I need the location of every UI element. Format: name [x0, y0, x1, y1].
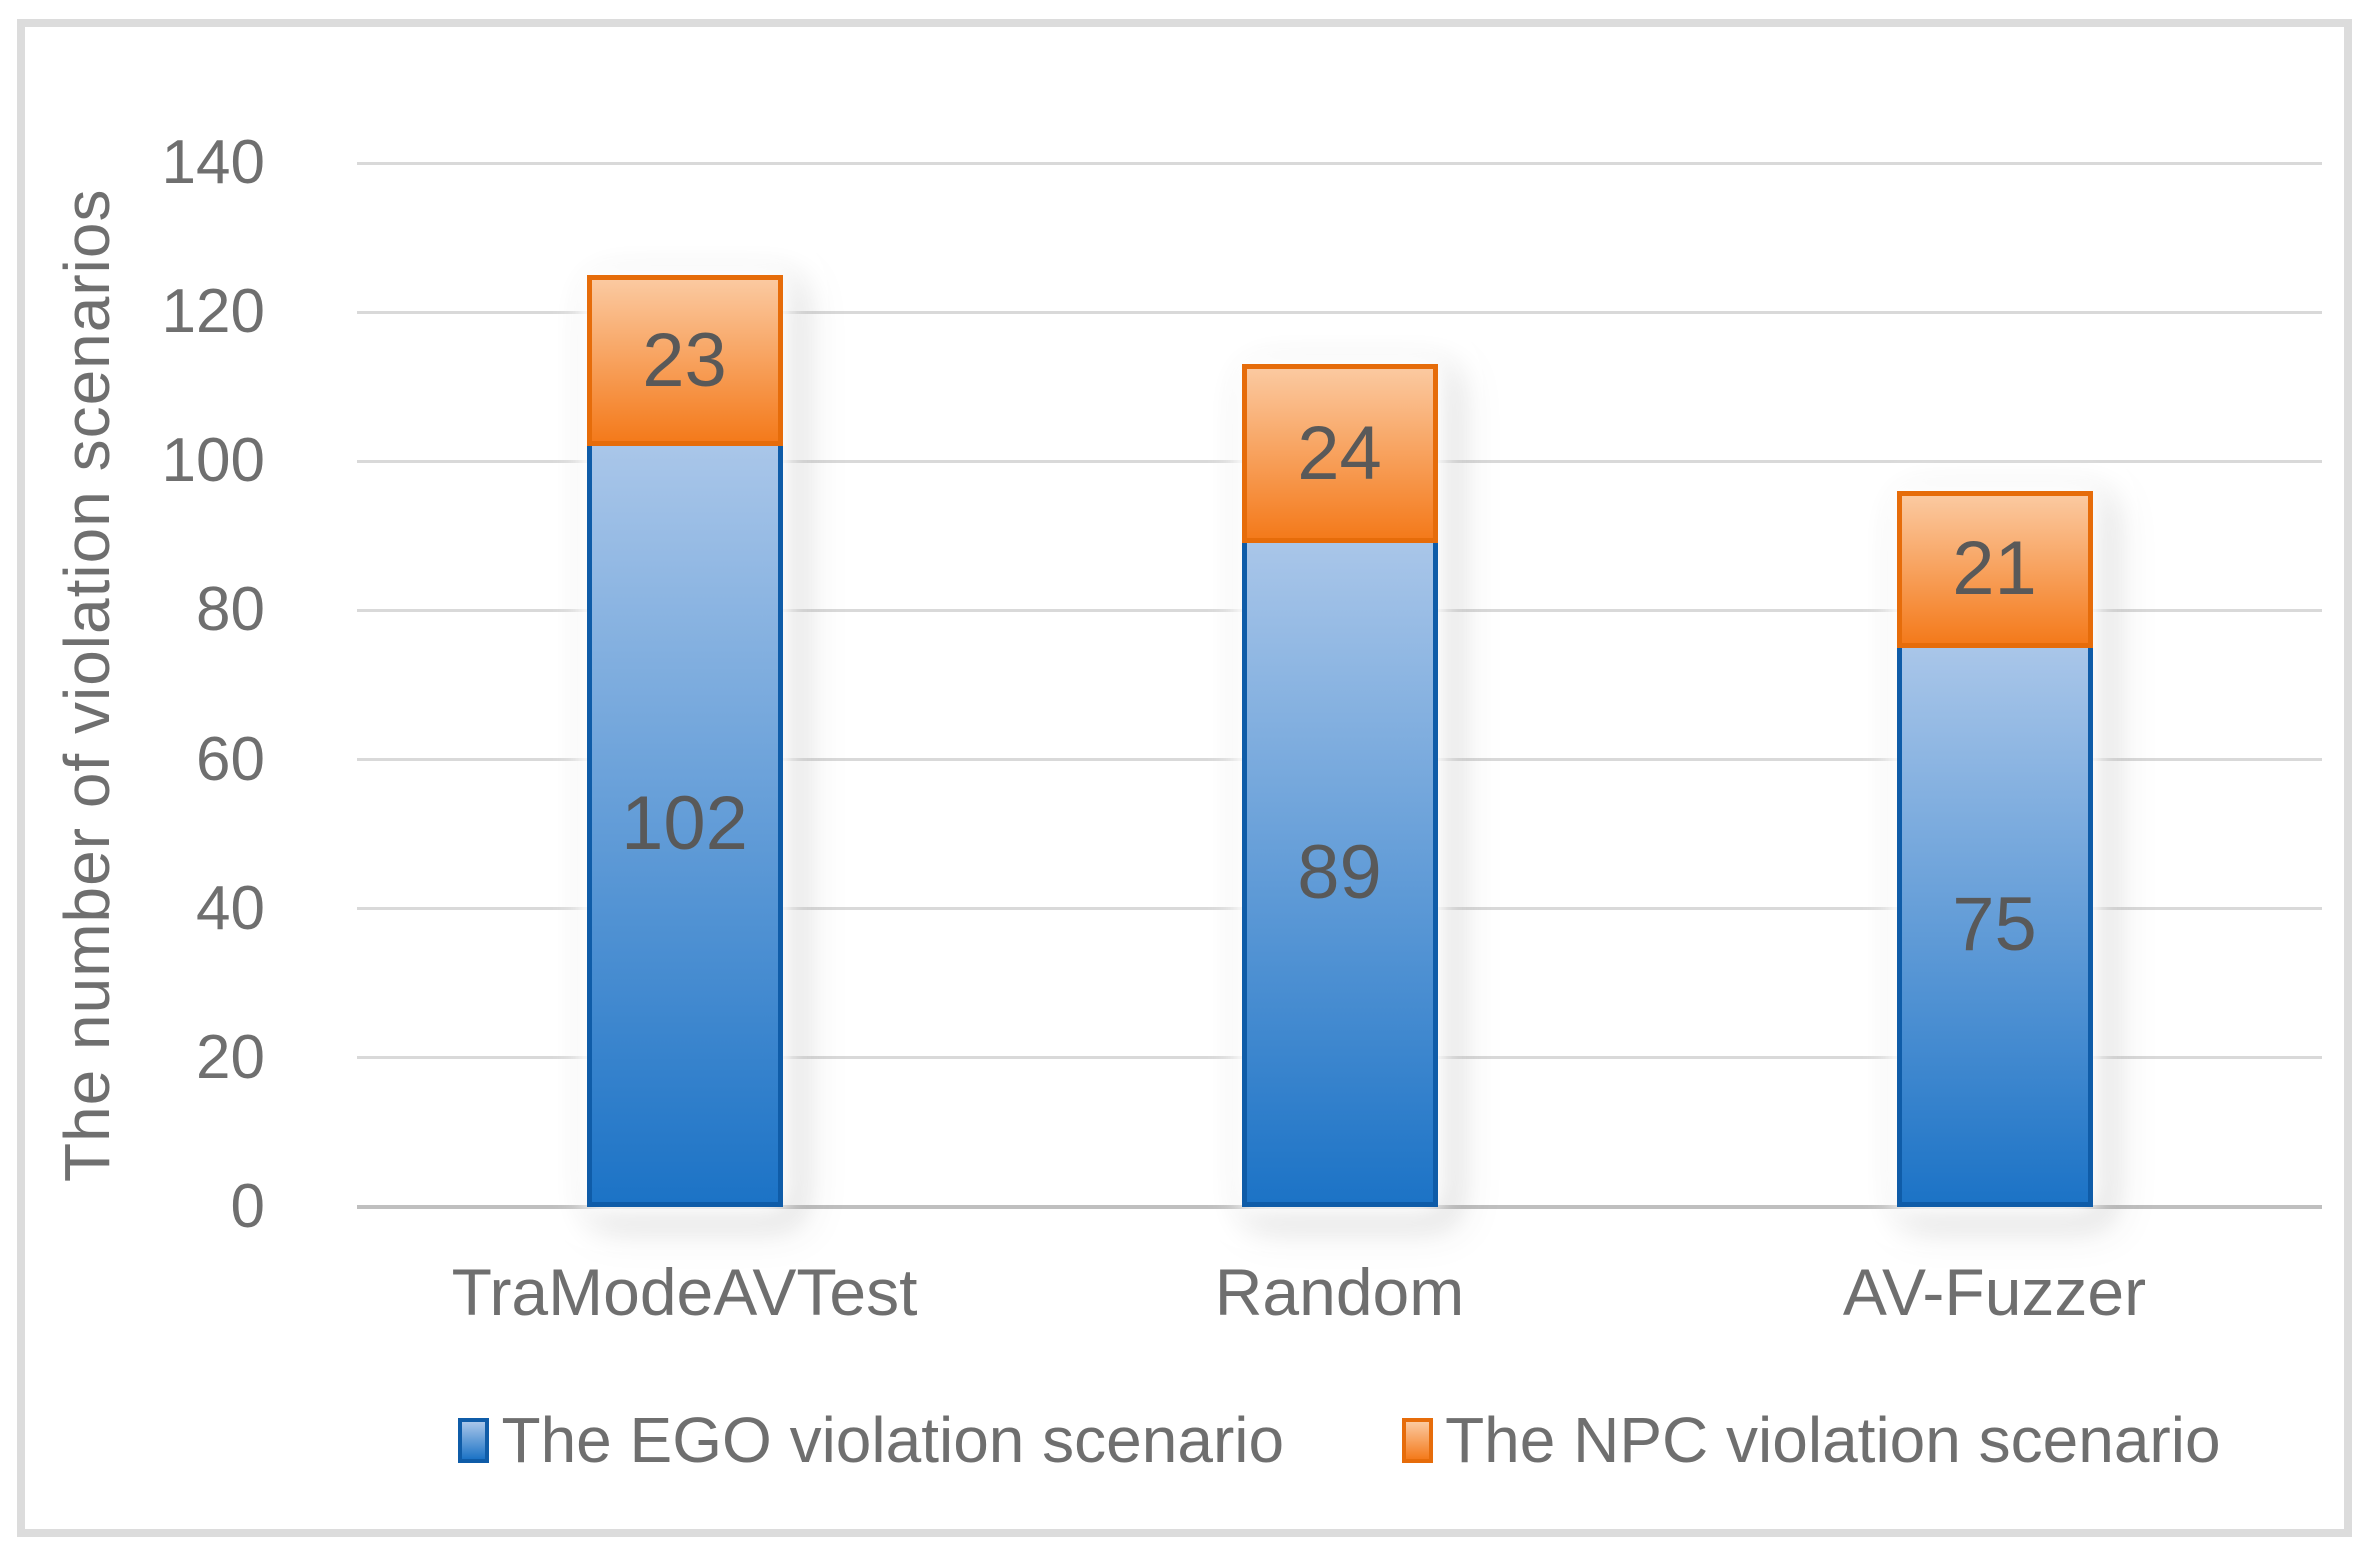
- bar-segment-ego: 89: [1241, 543, 1438, 1207]
- legend-marker: [1402, 1417, 1434, 1463]
- bar-AV-Fuzzer: 21 75: [1896, 491, 2093, 1207]
- bar-segment-npc: 24: [1241, 364, 1438, 544]
- plot-area: 23 102 24 89 21 75: [357, 161, 2322, 1209]
- legend-item: The EGO violation scenario: [458, 1408, 1284, 1472]
- x-category-label: AV-Fuzzer: [1842, 1255, 2147, 1329]
- bar-segment-ego: 102: [586, 446, 783, 1207]
- x-category-label: Random: [1214, 1255, 1465, 1329]
- legend-item: The NPC violation scenario: [1402, 1404, 2221, 1476]
- y-tick-label: 120: [161, 277, 265, 347]
- bar-segment-ego: 75: [1896, 647, 2093, 1207]
- legend: The EGO violation scenario The NPC violat…: [357, 1396, 2322, 1484]
- bar-value-label: 21: [1952, 526, 2037, 612]
- bar-value-label: 24: [1297, 410, 1382, 496]
- bar-value-label: 75: [1952, 881, 2037, 967]
- legend-label: The NPC violation scenario: [1445, 1404, 2221, 1476]
- y-tick-label: 20: [196, 1022, 265, 1092]
- gridline: [357, 310, 2322, 314]
- x-axis-labels: TraModeAVTest Random AV-Fuzzer: [357, 1245, 2322, 1355]
- y-tick-label: 80: [196, 575, 265, 645]
- y-tick-label: 100: [161, 426, 265, 496]
- bar-value-label: 89: [1297, 829, 1382, 915]
- y-axis-tick-labels: 0 20 40 60 80 100 120 140: [60, 132, 265, 1238]
- legend-marker: [458, 1417, 490, 1463]
- gridline: [357, 161, 2322, 165]
- x-category-label: TraModeAVTest: [451, 1255, 918, 1329]
- y-tick-label: 40: [196, 873, 265, 943]
- y-tick-label: 0: [230, 1172, 265, 1241]
- bar-TraModeAVTest: 23 102: [586, 274, 783, 1207]
- bar-segment-npc: 21: [1896, 491, 2093, 648]
- bar-segment-npc: 23: [586, 274, 783, 447]
- bar-Random: 24 89: [1241, 364, 1438, 1207]
- bar-value-label: 23: [642, 317, 727, 403]
- y-tick-label: 140: [161, 128, 265, 197]
- legend-label: The EGO violation scenario: [501, 1404, 1285, 1476]
- y-tick-label: 60: [196, 724, 265, 794]
- chart-frame: [17, 19, 2352, 1537]
- bar-value-label: 102: [621, 781, 748, 867]
- x-axis-line: [357, 1205, 2322, 1209]
